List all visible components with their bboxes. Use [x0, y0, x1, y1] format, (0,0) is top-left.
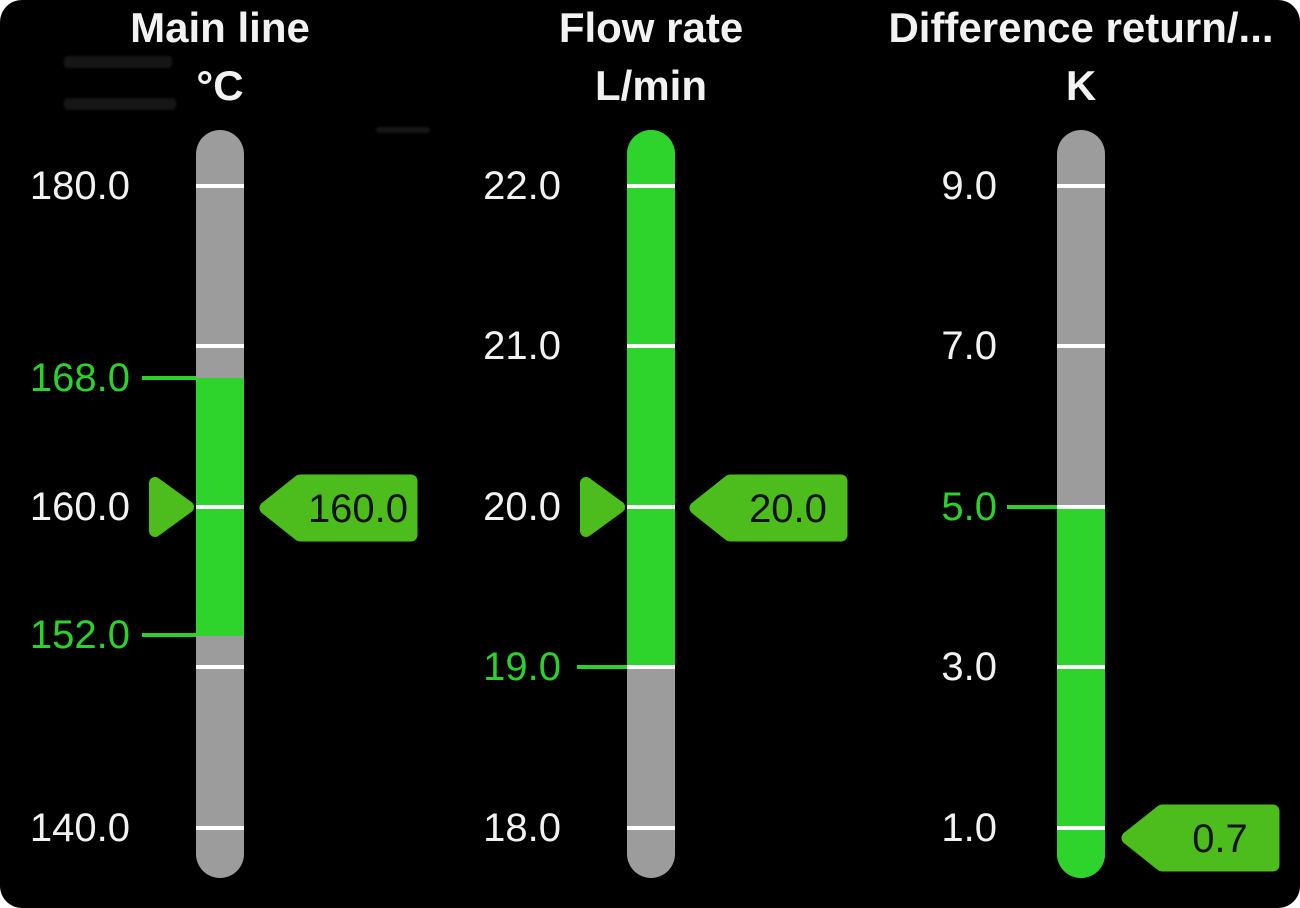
value-tag[interactable]: 20.0 — [688, 473, 850, 543]
gauge-bar — [196, 130, 244, 878]
value-tag[interactable]: 0.7 — [1120, 803, 1282, 873]
gauge-unit: °C — [196, 62, 244, 109]
ghost-artifact — [376, 127, 430, 133]
scale-tick — [1057, 665, 1105, 669]
scale-tick — [196, 826, 244, 830]
scale-label: 20.0 — [483, 485, 561, 529]
scale-tick — [196, 665, 244, 669]
value-pointer-icon — [149, 477, 194, 537]
scale-tick — [627, 665, 675, 669]
limit-label-low: 152.0 — [29, 613, 130, 657]
scale-label: 22.0 — [483, 164, 561, 208]
value-pointer-icon — [580, 477, 625, 537]
green-zone — [627, 130, 675, 668]
scale-tick — [196, 344, 244, 348]
scale-tick — [196, 505, 244, 509]
scale-tick — [627, 344, 675, 348]
limit-label-low: 19.0 — [483, 645, 561, 689]
scale-label: 180.0 — [29, 164, 130, 208]
scale-label: 21.0 — [483, 324, 561, 368]
ghost-artifact — [64, 98, 176, 110]
scale-tick — [627, 826, 675, 830]
value-tag[interactable]: 160.0 — [258, 473, 420, 543]
gauge-unit: L/min — [595, 62, 707, 109]
scale-label: 7.0 — [941, 324, 997, 368]
green-zone — [1057, 507, 1105, 878]
gauge-title: Main line — [130, 4, 310, 51]
gauge-title: Flow rate — [558, 4, 744, 51]
ghost-artifact — [64, 56, 172, 68]
limit-label-high: 168.0 — [29, 356, 130, 400]
limit-line-low — [142, 633, 196, 637]
value-text: 0.7 — [1192, 817, 1248, 861]
scale-tick — [1057, 344, 1105, 348]
scale-tick — [627, 505, 675, 509]
scale-label: 9.0 — [941, 164, 997, 208]
scale-tick — [1057, 505, 1105, 509]
gauge-unit: K — [1065, 62, 1097, 109]
limit-line-low — [577, 665, 627, 669]
limit-line-high — [1007, 505, 1057, 509]
scale-tick — [1057, 184, 1105, 188]
scale-label: 18.0 — [483, 806, 561, 850]
scale-tick — [1057, 826, 1105, 830]
limit-line-high — [142, 376, 196, 380]
gauge-bar — [627, 130, 675, 878]
value-text: 20.0 — [749, 487, 827, 531]
scale-label: 3.0 — [941, 645, 997, 689]
gauge-bar — [1057, 130, 1105, 878]
value-text: 160.0 — [308, 487, 408, 531]
gauge-title: Difference return/... — [888, 4, 1274, 51]
limit-label-high: 5.0 — [941, 485, 997, 529]
scale-label: 1.0 — [941, 806, 997, 850]
scale-tick — [196, 184, 244, 188]
scale-label: 140.0 — [29, 806, 130, 850]
scale-tick — [627, 184, 675, 188]
scale-label: 160.0 — [29, 485, 130, 529]
